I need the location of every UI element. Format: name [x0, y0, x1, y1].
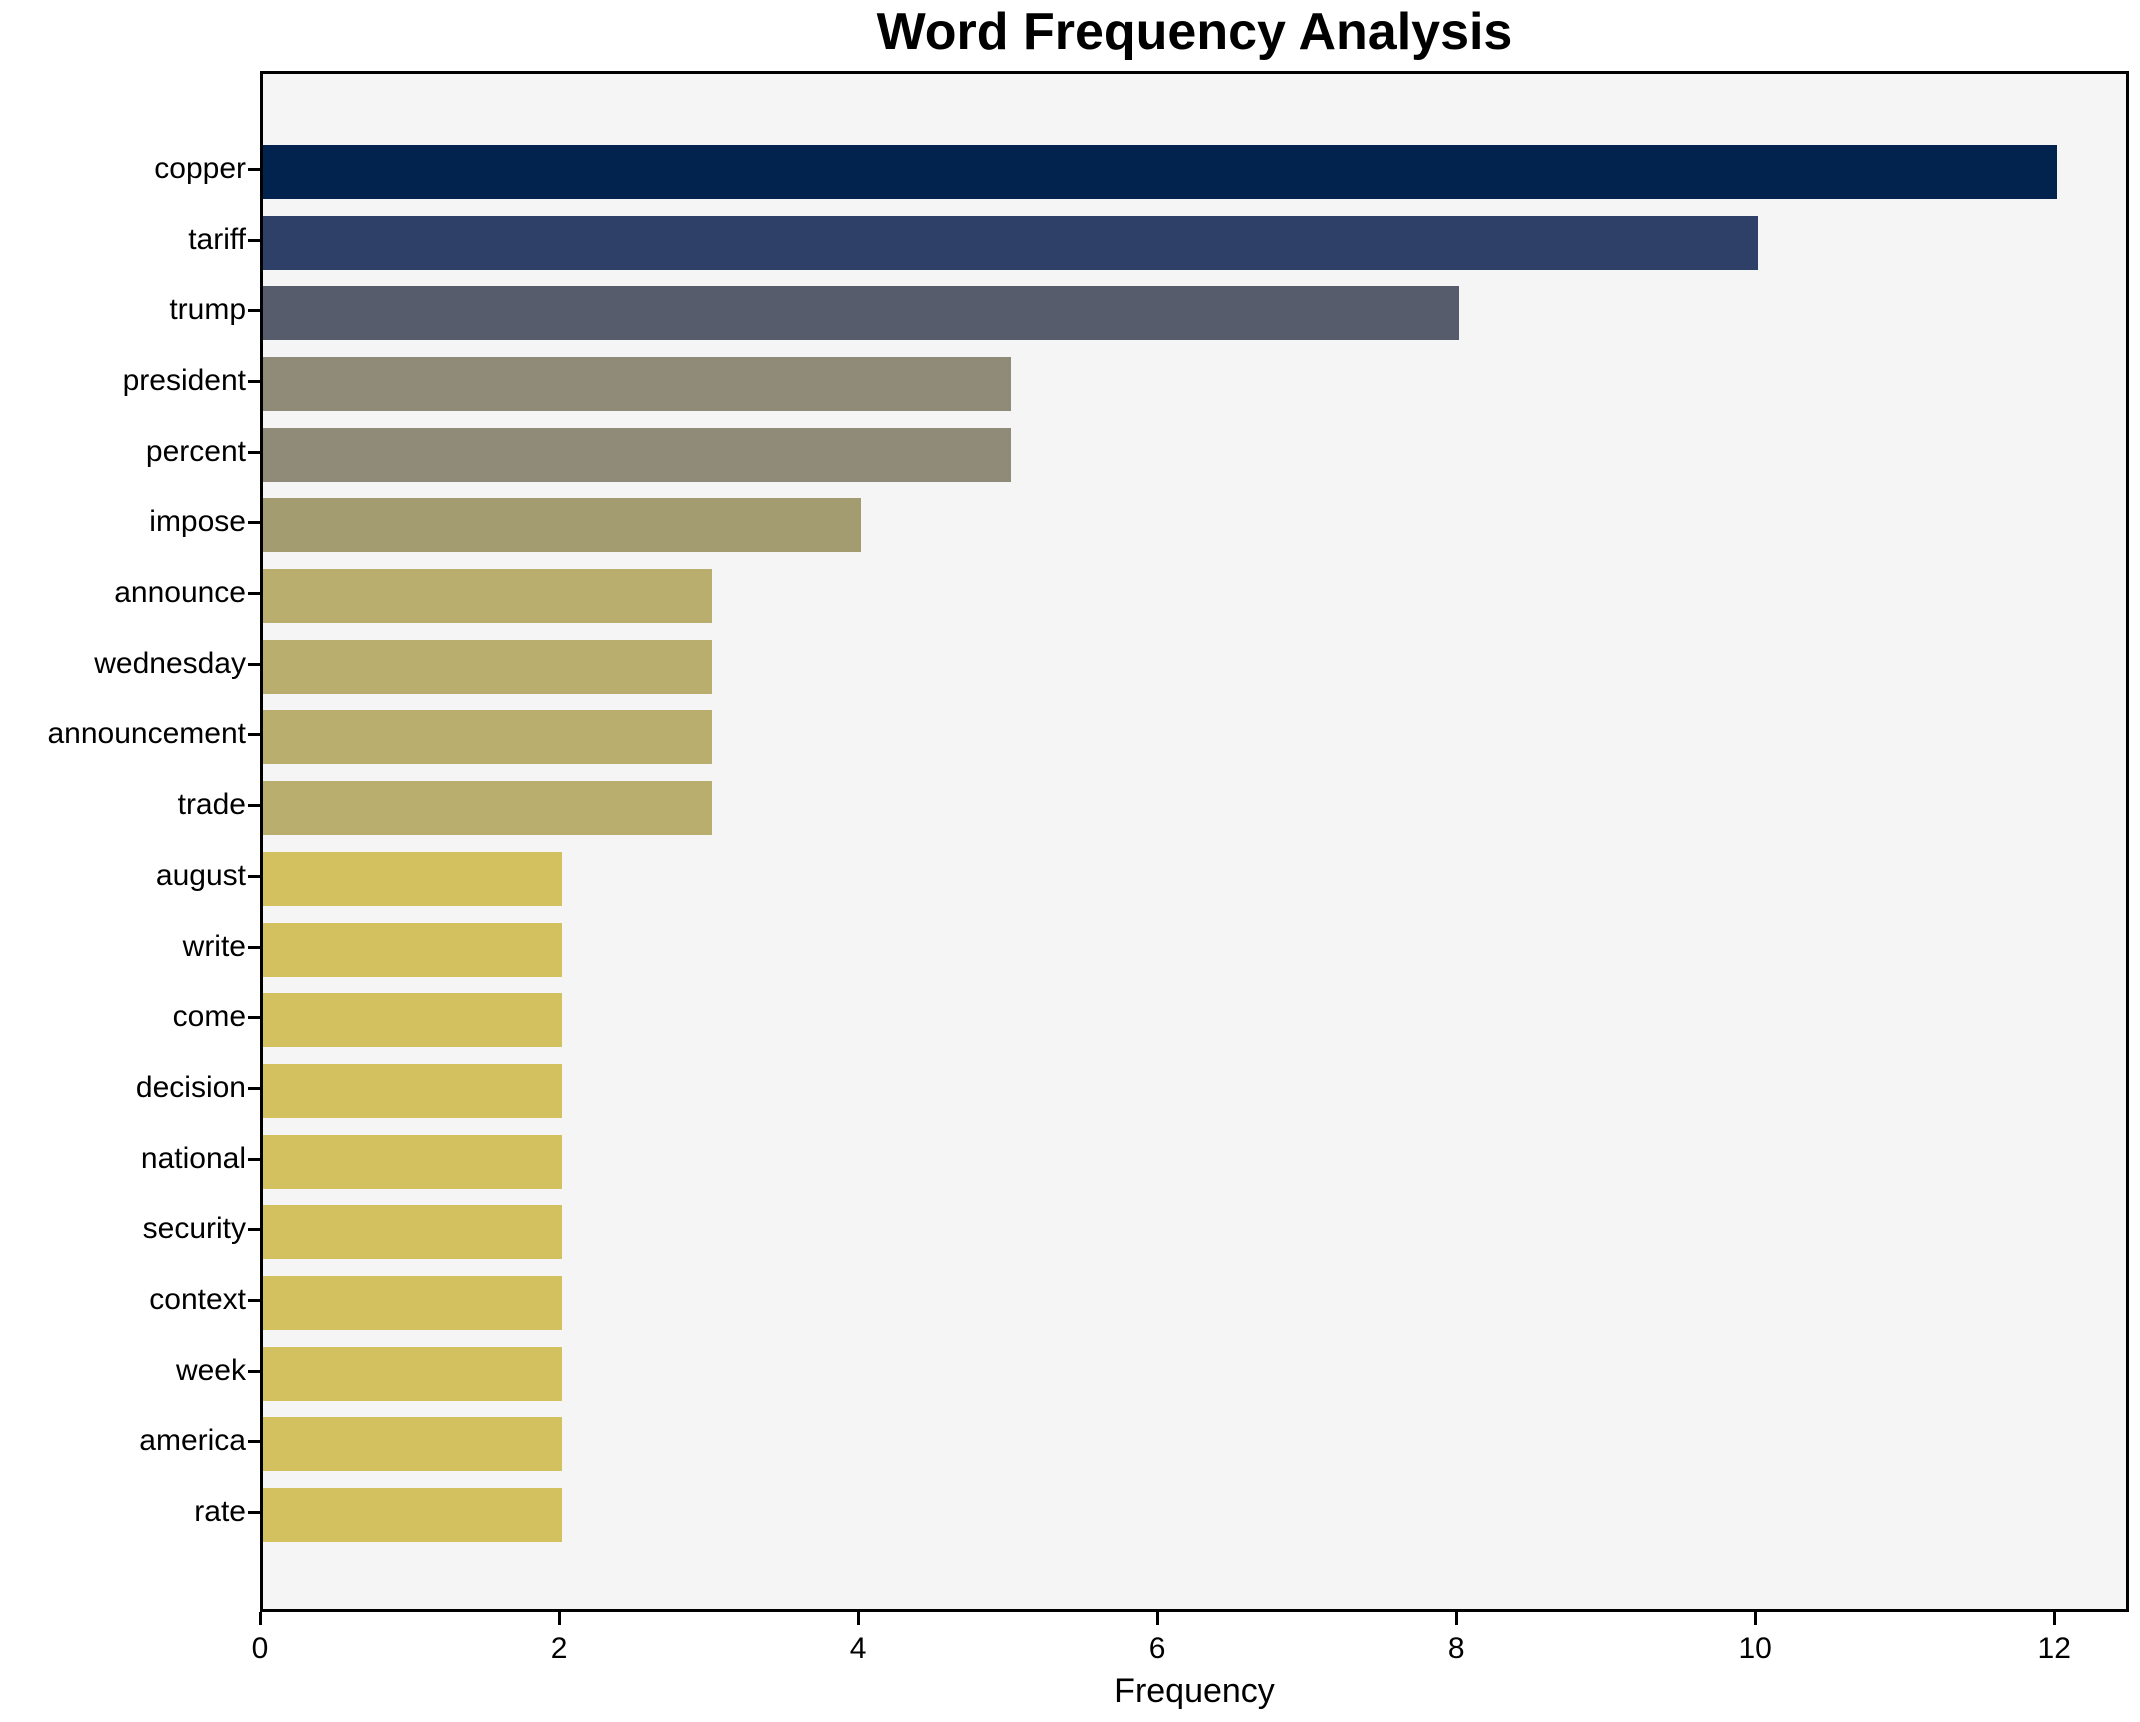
bar-write [263, 922, 563, 977]
y-tick-mark [248, 1228, 260, 1232]
y-tick-mark [248, 168, 260, 171]
y-tick-mark [248, 945, 260, 949]
plot-area [260, 71, 2129, 1612]
bar-national [263, 1134, 563, 1189]
y-tick-mark [248, 662, 260, 666]
x-tick-mark [558, 1612, 562, 1625]
y-tick-mark [248, 309, 260, 313]
x-tick-mark [1455, 1612, 1459, 1625]
bar-impose [263, 498, 862, 553]
bar-tariff [263, 215, 1759, 270]
y-tick-label-rate: rate [194, 1495, 246, 1528]
y-tick-mark [248, 733, 260, 737]
y-tick-mark [248, 592, 260, 596]
y-tick-label-security: security [142, 1212, 246, 1246]
y-tick-label-national: national [140, 1141, 246, 1175]
bar-president [263, 357, 1011, 412]
y-tick-mark [248, 1511, 260, 1514]
y-tick-label-august: august [155, 858, 246, 892]
y-tick-mark [248, 1298, 260, 1302]
y-tick-mark [248, 804, 260, 808]
y-tick-label-context: context [149, 1282, 246, 1316]
y-tick-mark [248, 874, 260, 878]
bar-percent [263, 427, 1011, 482]
x-tick-label-8: 8 [1447, 1632, 1465, 1665]
y-tick-label-impose: impose [149, 505, 246, 539]
y-tick-mark [248, 1369, 260, 1373]
bar-come [263, 993, 563, 1048]
bar-wednesday [263, 639, 712, 694]
bar-copper [263, 145, 2058, 199]
y-tick-mark [248, 521, 260, 525]
y-tick-label-announce: announce [114, 576, 246, 610]
y-tick-mark [248, 1086, 260, 1090]
x-tick-mark [1754, 1612, 1758, 1625]
y-tick-label-write: write [182, 929, 246, 963]
y-tick-label-trade: trade [177, 788, 246, 822]
bar-trade [263, 781, 712, 836]
bar-rate [263, 1488, 563, 1542]
x-tick-mark [857, 1612, 861, 1625]
y-tick-mark [248, 238, 260, 242]
bar-trump [263, 286, 1460, 341]
bar-decision [263, 1063, 563, 1118]
y-tick-label-president: president [122, 364, 246, 398]
y-tick-label-copper: copper [154, 152, 246, 185]
y-tick-label-wednesday: wednesday [94, 646, 246, 680]
x-tick-mark [259, 1612, 262, 1625]
x-tick-mark [1156, 1612, 1160, 1625]
y-tick-mark [248, 380, 260, 384]
x-tick-label-0: 0 [251, 1632, 269, 1665]
y-tick-mark [248, 450, 260, 454]
x-tick-mark [2053, 1612, 2057, 1625]
x-tick-label-4: 4 [849, 1632, 867, 1665]
bar-america [263, 1417, 563, 1472]
y-tick-label-decision: decision [135, 1070, 246, 1104]
y-tick-mark [248, 1157, 260, 1161]
bar-security [263, 1205, 563, 1260]
x-tick-label-10: 10 [1738, 1632, 1772, 1665]
y-tick-label-percent: percent [145, 434, 246, 468]
x-tick-label-6: 6 [1148, 1632, 1166, 1665]
x-axis-label: Frequency [1114, 1672, 1275, 1710]
y-tick-label-america: america [139, 1424, 246, 1458]
x-tick-label-12: 12 [2037, 1632, 2071, 1665]
bar-announcement [263, 710, 712, 765]
x-tick-label-2: 2 [550, 1632, 568, 1665]
y-tick-label-week: week [175, 1353, 246, 1387]
y-tick-mark [248, 1016, 260, 1020]
bar-context [263, 1275, 563, 1330]
chart-title: Word Frequency Analysis [876, 3, 1513, 61]
y-tick-label-come: come [172, 1000, 246, 1034]
y-tick-mark [248, 1440, 260, 1444]
bar-august [263, 851, 563, 906]
y-tick-label-announcement: announcement [47, 717, 247, 751]
y-tick-label-tariff: tariff [188, 222, 246, 256]
y-tick-label-trump: trump [169, 293, 246, 327]
bar-week [263, 1346, 563, 1401]
bar-announce [263, 569, 712, 624]
